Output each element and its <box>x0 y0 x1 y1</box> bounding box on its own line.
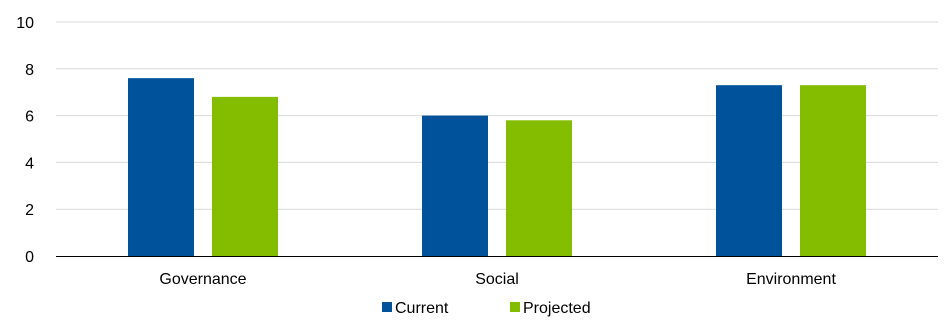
y-tick-label: 6 <box>25 109 34 126</box>
bar-current-governance <box>128 78 194 256</box>
legend: Current Projected <box>382 300 591 317</box>
legend-swatch-current <box>382 302 392 312</box>
bar-projected-environment <box>800 85 866 257</box>
gridlines <box>56 21 938 210</box>
legend-swatch-projected <box>510 302 520 312</box>
y-tick-label: 0 <box>25 249 34 266</box>
legend-label-current: Current <box>395 300 449 317</box>
bar-current-environment <box>716 85 782 257</box>
bar-current-social <box>422 115 488 256</box>
x-category-label: Governance <box>159 271 246 288</box>
x-category-label: Environment <box>746 271 836 288</box>
x-category-label: Social <box>475 271 519 288</box>
y-tick-label: 10 <box>16 15 34 32</box>
bar-projected-social <box>506 120 572 256</box>
legend-label-projected: Projected <box>523 300 591 317</box>
bar-projected-governance <box>212 96 278 256</box>
y-tick-label: 2 <box>25 202 34 219</box>
x-axis-category-labels: Governance Social Environment <box>159 271 836 288</box>
bars <box>128 78 866 257</box>
y-tick-label: 8 <box>25 62 34 79</box>
y-tick-label: 4 <box>25 155 34 172</box>
y-axis-tick-labels: 0 2 4 6 8 10 <box>16 15 34 266</box>
